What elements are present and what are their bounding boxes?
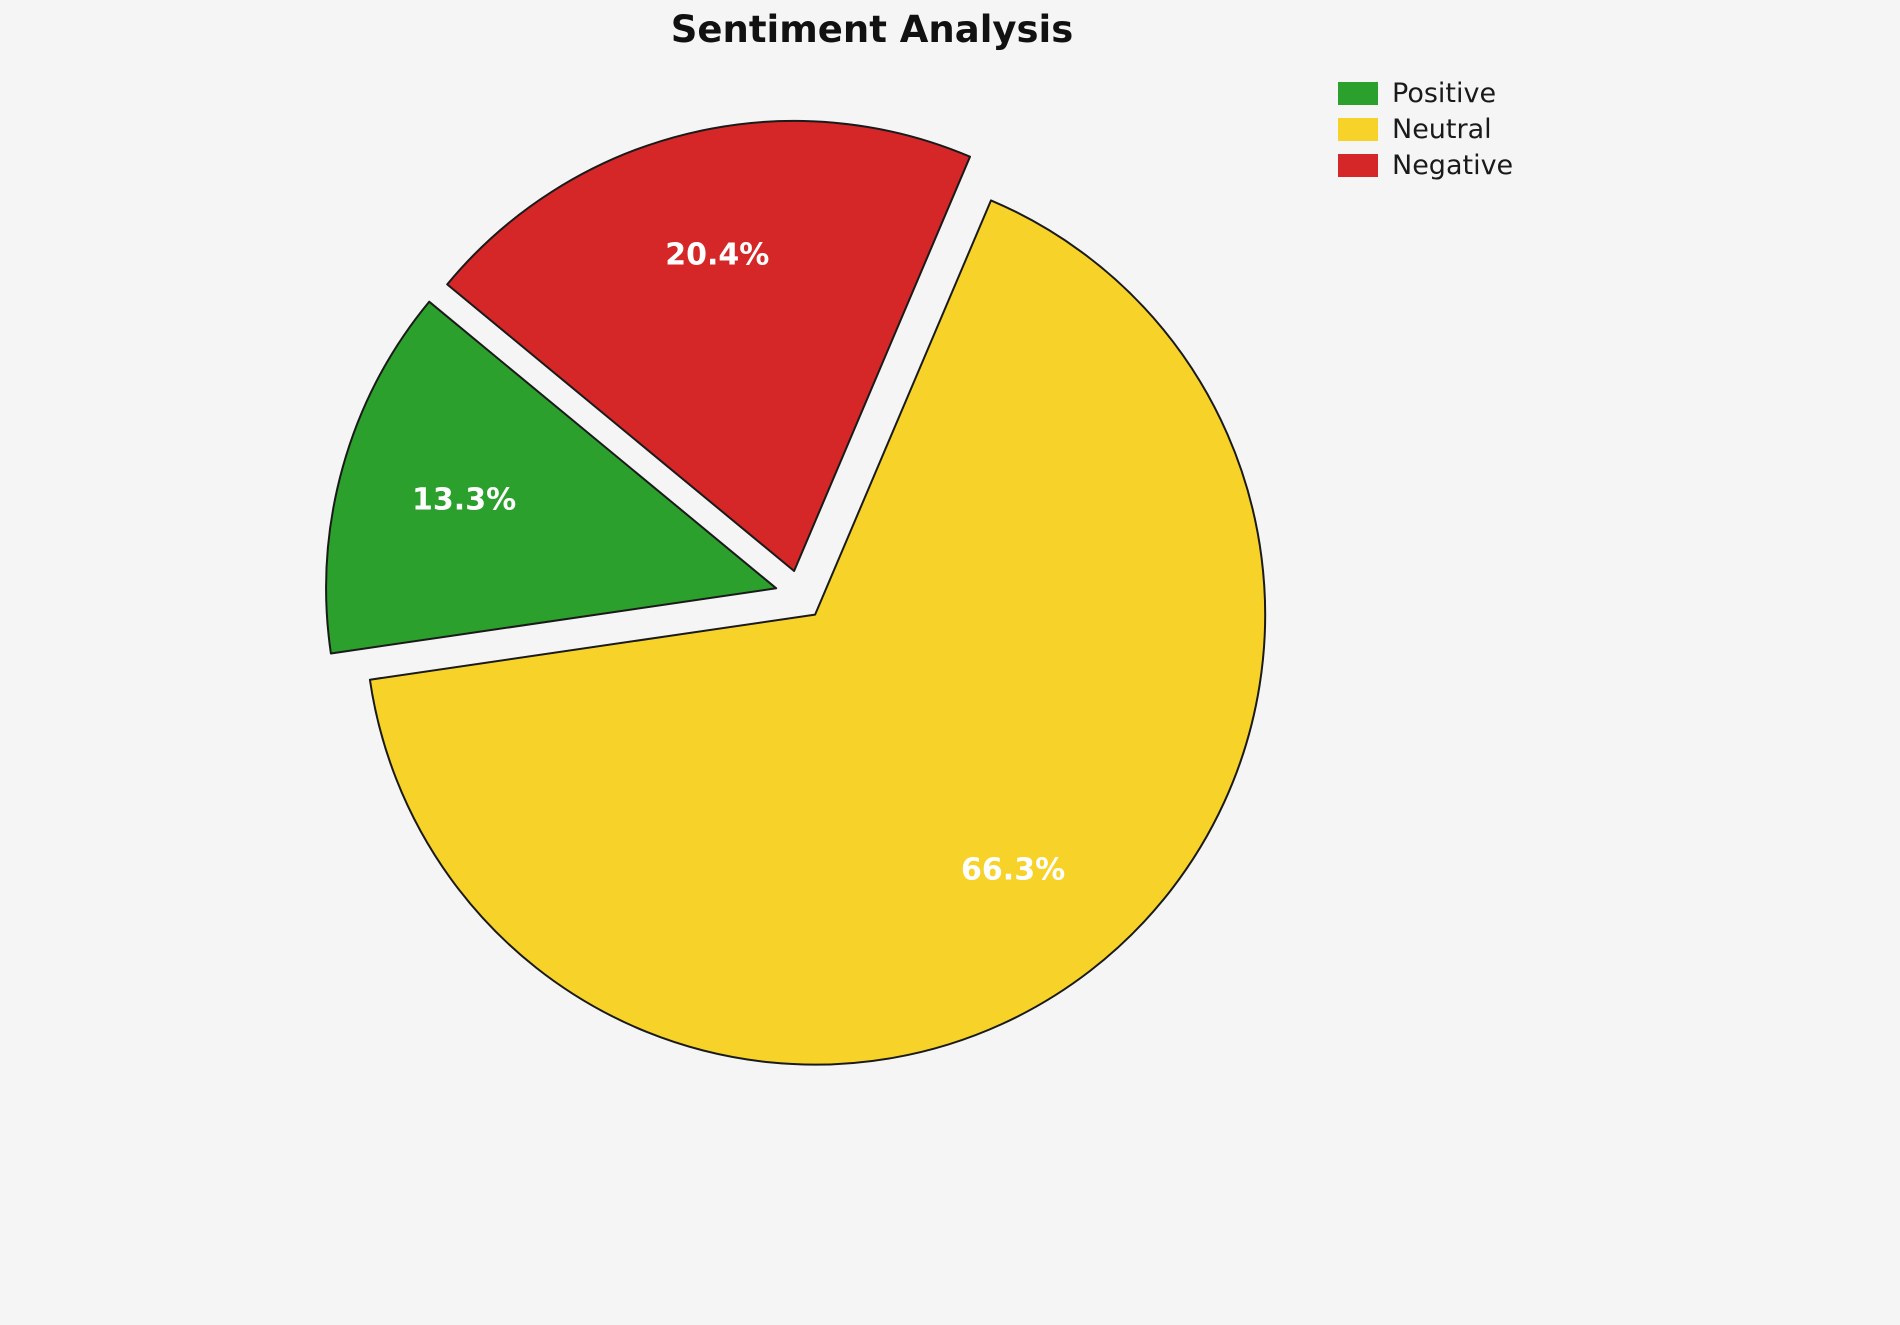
chart-title: Sentiment Analysis xyxy=(670,8,1074,51)
legend-swatch-positive-icon xyxy=(1338,82,1378,105)
pie-slice-negative xyxy=(446,119,971,572)
legend-swatch-negative-icon xyxy=(1338,154,1378,177)
legend-swatch-neutral-icon xyxy=(1338,118,1378,141)
legend-label-neutral: Neutral xyxy=(1392,114,1492,145)
pie-pct-label-positive: 13.3% xyxy=(412,483,516,518)
legend: Positive Neutral Negative xyxy=(1338,80,1513,179)
pie-pct-label-neutral: 66.3% xyxy=(961,853,1065,888)
pie-pct-label-negative: 20.4% xyxy=(665,238,769,273)
legend-item-negative: Negative xyxy=(1338,152,1513,179)
pie-slice-neutral xyxy=(368,199,1267,1066)
pie-slice-positive xyxy=(325,300,778,655)
legend-item-positive: Positive xyxy=(1338,80,1513,107)
legend-label-negative: Negative xyxy=(1392,150,1514,181)
legend-label-positive: Positive xyxy=(1392,78,1497,109)
legend-item-neutral: Neutral xyxy=(1338,116,1513,143)
